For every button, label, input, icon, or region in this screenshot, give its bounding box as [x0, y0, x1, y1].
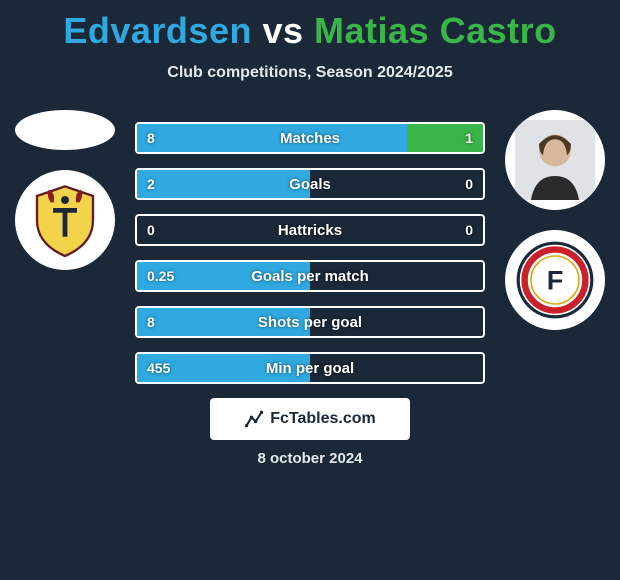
stat-row: 0.25Goals per match	[135, 260, 485, 292]
stat-label: Goals per match	[137, 262, 483, 290]
comparison-bars: 81Matches 20Goals 00Hattricks 0.25Goals per…	[135, 122, 485, 398]
club-icon: F	[515, 240, 595, 320]
stat-row: 8Shots per goal	[135, 306, 485, 338]
stat-label: Matches	[137, 124, 483, 152]
footer-date: 8 october 2024	[0, 450, 620, 467]
stat-row: 81Matches	[135, 122, 485, 154]
player2-avatar	[505, 110, 605, 210]
chart-icon	[244, 409, 264, 429]
right-column: F	[500, 110, 610, 350]
stat-row: 455Min per goal	[135, 352, 485, 384]
stat-label: Hattricks	[137, 216, 483, 244]
site-label: FcTables.com	[270, 410, 376, 428]
stat-row: 20Goals	[135, 168, 485, 200]
site-badge[interactable]: FcTables.com	[210, 398, 410, 440]
person-icon	[515, 120, 595, 200]
stat-label: Shots per goal	[137, 308, 483, 336]
stat-label: Goals	[137, 170, 483, 198]
subtitle: Club competitions, Season 2024/2025	[0, 64, 620, 82]
title-player2: Matias Castro	[314, 10, 557, 51]
title-vs: vs	[262, 10, 303, 51]
left-column	[10, 110, 120, 290]
page-title: Edvardsen vs Matias Castro	[0, 0, 620, 52]
svg-text:F: F	[547, 265, 564, 296]
club2-badge: F	[505, 230, 605, 330]
club1-badge	[15, 170, 115, 270]
stat-row: 00Hattricks	[135, 214, 485, 246]
title-player1: Edvardsen	[63, 10, 252, 51]
stat-label: Min per goal	[137, 354, 483, 382]
player1-avatar	[15, 110, 115, 150]
shield-icon	[25, 180, 105, 260]
